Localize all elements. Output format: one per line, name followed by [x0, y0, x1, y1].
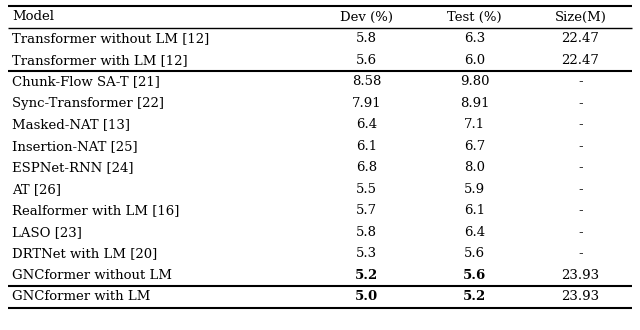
Text: 6.4: 6.4 — [464, 226, 485, 239]
Text: 23.93: 23.93 — [561, 290, 600, 303]
Text: Transformer with LM [12]: Transformer with LM [12] — [12, 54, 188, 67]
Text: 5.8: 5.8 — [356, 226, 377, 239]
Text: 5.8: 5.8 — [356, 32, 377, 45]
Text: 9.80: 9.80 — [460, 75, 490, 88]
Text: Sync-Transformer [22]: Sync-Transformer [22] — [12, 97, 164, 110]
Text: -: - — [578, 161, 583, 174]
Text: 6.3: 6.3 — [464, 32, 485, 45]
Text: 22.47: 22.47 — [561, 54, 600, 67]
Text: Size(M): Size(M) — [554, 11, 606, 23]
Text: 6.1: 6.1 — [464, 204, 485, 217]
Text: -: - — [578, 118, 583, 131]
Text: 7.1: 7.1 — [464, 118, 485, 131]
Text: -: - — [578, 183, 583, 196]
Text: 5.6: 5.6 — [356, 54, 377, 67]
Text: 6.0: 6.0 — [464, 54, 485, 67]
Text: -: - — [578, 140, 583, 153]
Text: 5.2: 5.2 — [355, 269, 378, 282]
Text: 8.58: 8.58 — [352, 75, 381, 88]
Text: ESPNet-RNN [24]: ESPNet-RNN [24] — [12, 161, 134, 174]
Text: -: - — [578, 247, 583, 260]
Text: -: - — [578, 75, 583, 88]
Text: AT [26]: AT [26] — [12, 183, 61, 196]
Text: Masked-NAT [13]: Masked-NAT [13] — [12, 118, 130, 131]
Text: 8.91: 8.91 — [460, 97, 490, 110]
Text: Realformer with LM [16]: Realformer with LM [16] — [12, 204, 179, 217]
Text: 6.4: 6.4 — [356, 118, 377, 131]
Text: Model: Model — [12, 11, 54, 23]
Text: GNCformer with LM: GNCformer with LM — [12, 290, 150, 303]
Text: -: - — [578, 204, 583, 217]
Text: GNCformer without LM: GNCformer without LM — [12, 269, 172, 282]
Text: Chunk-Flow SA-T [21]: Chunk-Flow SA-T [21] — [12, 75, 160, 88]
Text: 5.6: 5.6 — [463, 269, 486, 282]
Text: 22.47: 22.47 — [561, 32, 600, 45]
Text: 5.7: 5.7 — [356, 204, 377, 217]
Text: 5.2: 5.2 — [463, 290, 486, 303]
Text: DRTNet with LM [20]: DRTNet with LM [20] — [12, 247, 157, 260]
Text: -: - — [578, 97, 583, 110]
Text: 5.3: 5.3 — [356, 247, 377, 260]
Text: 5.9: 5.9 — [464, 183, 485, 196]
Text: Dev (%): Dev (%) — [340, 11, 393, 23]
Text: 6.1: 6.1 — [356, 140, 377, 153]
Text: 6.7: 6.7 — [464, 140, 485, 153]
Text: 7.91: 7.91 — [351, 97, 381, 110]
Text: 23.93: 23.93 — [561, 269, 600, 282]
Text: LASO [23]: LASO [23] — [12, 226, 82, 239]
Text: 5.0: 5.0 — [355, 290, 378, 303]
Text: Test (%): Test (%) — [447, 11, 502, 23]
Text: 6.8: 6.8 — [356, 161, 377, 174]
Text: Transformer without LM [12]: Transformer without LM [12] — [12, 32, 209, 45]
Text: Insertion-NAT [25]: Insertion-NAT [25] — [12, 140, 138, 153]
Text: 8.0: 8.0 — [464, 161, 485, 174]
Text: -: - — [578, 226, 583, 239]
Text: 5.5: 5.5 — [356, 183, 377, 196]
Text: 5.6: 5.6 — [464, 247, 485, 260]
